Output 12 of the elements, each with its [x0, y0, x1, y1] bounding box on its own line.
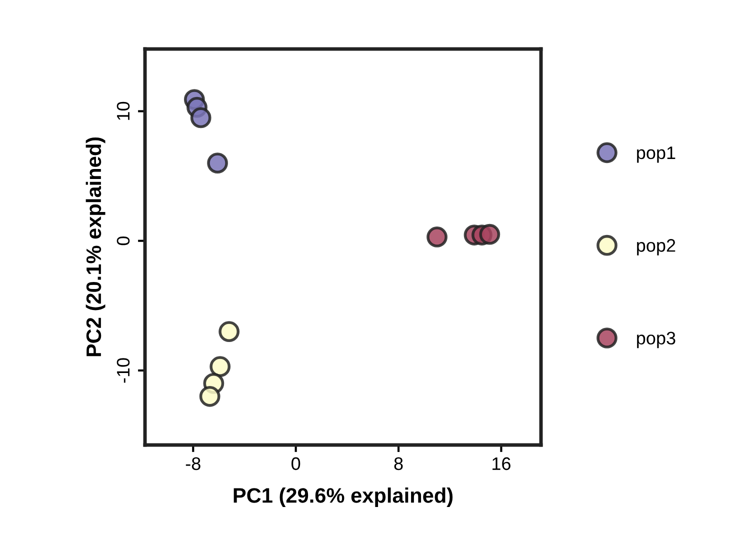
y-tick-label: 0: [116, 236, 130, 246]
y-tick-label: 10: [116, 102, 130, 120]
x-tick-label: 16: [492, 457, 510, 470]
x-tick-label: -8: [186, 457, 200, 470]
x-axis-title: PC1 (29.6% explained): [234, 488, 453, 507]
legend-label: pop1: [637, 146, 676, 163]
x-tick-label: 0: [292, 457, 300, 470]
y-tick-label: -10: [116, 358, 130, 383]
legend-label: pop3: [637, 332, 676, 348]
y-axis-title: PC2 (20.1% explained): [86, 137, 106, 356]
x-tick-label: 8: [394, 457, 403, 470]
legend-label: pop2: [637, 239, 676, 256]
